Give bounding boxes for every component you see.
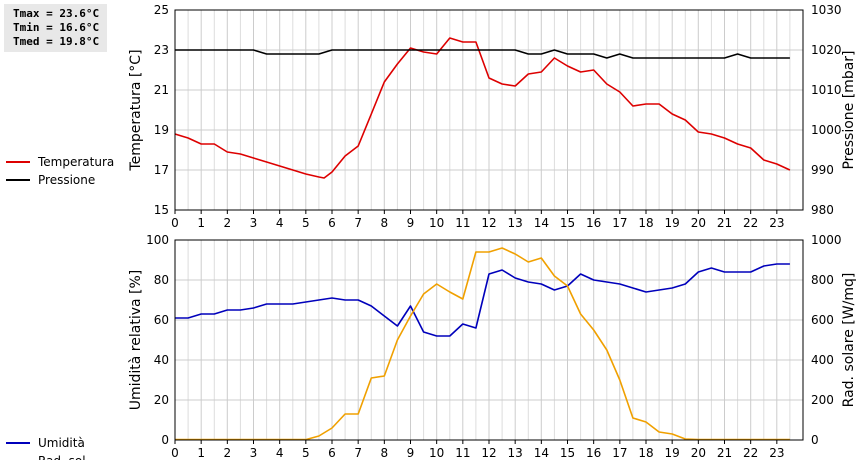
chart2-x-tick-label: 22 (743, 446, 758, 460)
chart1-x-tick-label: 5 (302, 216, 310, 230)
chart2-y-tick-label-left: 60 (154, 313, 169, 327)
chart1-x-tick-label: 9 (407, 216, 415, 230)
stats-tmax: Tmax = 23.6°C (13, 7, 100, 20)
chart1-y-tick-label-right: 990 (811, 163, 834, 177)
chart1-x-tick-label: 15 (560, 216, 575, 230)
chart2-y-tick-label-right: 800 (811, 273, 834, 287)
chart1-y-axis-title-left: Temperatura [°C] (128, 49, 144, 171)
chart1-x-tick-label: 20 (691, 216, 706, 230)
chart1-x-tick-label: 10 (429, 216, 444, 230)
chart1-x-tick-label: 2 (224, 216, 232, 230)
chart1-y-tick-label-right: 1010 (811, 83, 842, 97)
chart2-x-tick-label: 5 (302, 446, 310, 460)
chart1-y-tick-label-left: 23 (154, 43, 169, 57)
chart1-series-pressure (175, 49, 790, 59)
stats-tmin: Tmin = 16.6°C (13, 21, 100, 34)
chart2-x-tick-label: 20 (691, 446, 706, 460)
chart1-x-tick-label: 12 (481, 216, 496, 230)
chart2-series-humidity (175, 263, 790, 337)
chart2-y-tick-label-left: 80 (154, 273, 169, 287)
chart1-y-axis-title-right: Pressione [mbar] (841, 50, 857, 169)
chart1-x-tick-label: 8 (381, 216, 389, 230)
chart1-x-tick-label: 11 (455, 216, 470, 230)
chart2-x-tick-label: 18 (638, 446, 653, 460)
chart1-x-tick-label: 13 (508, 216, 523, 230)
chart2-x-tick-label: 19 (665, 446, 680, 460)
chart1-x-tick-label: 4 (276, 216, 284, 230)
chart1-x-tick-label: 17 (612, 216, 627, 230)
chart1-x-tick-label: 3 (250, 216, 258, 230)
chart2-x-tick-label: 3 (250, 446, 258, 460)
chart2-x-tick-label: 7 (354, 446, 362, 460)
chart1-x-tick-label: 21 (717, 216, 732, 230)
chart1-x-tick-label: 0 (171, 216, 179, 230)
chart1-y-tick-label-left: 21 (154, 83, 169, 97)
chart2-y-tick-label-right: 1000 (811, 233, 842, 247)
chart2-x-tick-label: 15 (560, 446, 575, 460)
chart1-x-tick-label: 7 (354, 216, 362, 230)
chart2-x-tick-label: 10 (429, 446, 444, 460)
chart2-legend-label-humidity: Umidità (38, 436, 85, 450)
chart2-y-tick-label-left: 100 (146, 233, 169, 247)
chart2-x-tick-label: 8 (381, 446, 389, 460)
chart1-x-tick-label: 23 (769, 216, 784, 230)
chart2-x-tick-label: 13 (508, 446, 523, 460)
chart2-x-tick-label: 0 (171, 446, 179, 460)
chart2-y-tick-label-left: 0 (161, 433, 169, 447)
chart2-x-tick-label: 1 (197, 446, 205, 460)
chart2-x-tick-label: 16 (586, 446, 601, 460)
chart1-legend-label-pressure: Pressione (38, 173, 95, 187)
chart1-y-tick-label-right: 1000 (811, 123, 842, 137)
chart2-y-axis-title-left: Umidità relativa [%] (128, 270, 144, 411)
chart1-x-tick-label: 22 (743, 216, 758, 230)
chart1-x-tick-label: 6 (328, 216, 336, 230)
chart1-x-tick-label: 19 (665, 216, 680, 230)
chart2-x-tick-label: 21 (717, 446, 732, 460)
chart2-y-tick-label-left: 40 (154, 353, 169, 367)
chart1-y-tick-label-right: 1030 (811, 3, 842, 17)
chart1-y-tick-label-right: 1020 (811, 43, 842, 57)
stats-box: Tmax = 23.6°C Tmin = 16.6°C Tmed = 19.8°… (4, 4, 107, 52)
chart2-x-tick-label: 23 (769, 446, 784, 460)
stats-tmed: Tmed = 19.8°C (13, 35, 100, 48)
chart2-x-tick-label: 9 (407, 446, 415, 460)
chart2-x-tick-label: 4 (276, 446, 284, 460)
chart2-y-tick-label-right: 200 (811, 393, 834, 407)
chart1-x-tick-label: 16 (586, 216, 601, 230)
chart1-legend-label-temperature: Temperatura (37, 155, 114, 169)
chart2-series-radiation (175, 247, 790, 441)
chart2-y-tick-label-right: 0 (811, 433, 819, 447)
chart1-y-tick-label-left: 15 (154, 203, 169, 217)
chart2-y-axis-title-right: Rad. solare [W/mq] (841, 273, 857, 408)
chart2-x-tick-label: 17 (612, 446, 627, 460)
chart2-x-tick-label: 6 (328, 446, 336, 460)
chart1-y-tick-label-left: 19 (154, 123, 169, 137)
chart2-x-tick-label: 14 (534, 446, 549, 460)
chart2-y-tick-label-left: 20 (154, 393, 169, 407)
chart1-x-tick-label: 1 (197, 216, 205, 230)
chart1-y-tick-label-left: 25 (154, 3, 169, 17)
chart2-x-tick-label: 11 (455, 446, 470, 460)
chart2-x-tick-label: 2 (224, 446, 232, 460)
chart1-y-tick-label-right: 980 (811, 203, 834, 217)
chart2-y-tick-label-right: 400 (811, 353, 834, 367)
chart2-y-tick-label-right: 600 (811, 313, 834, 327)
chart2-x-tick-label: 12 (481, 446, 496, 460)
chart1-x-tick-label: 14 (534, 216, 549, 230)
chart1-x-tick-label: 18 (638, 216, 653, 230)
chart1-y-tick-label-left: 17 (154, 163, 169, 177)
chart2-legend-label-radiation: Rad. sol. (38, 454, 89, 460)
chart1-series-temperature (174, 37, 791, 179)
